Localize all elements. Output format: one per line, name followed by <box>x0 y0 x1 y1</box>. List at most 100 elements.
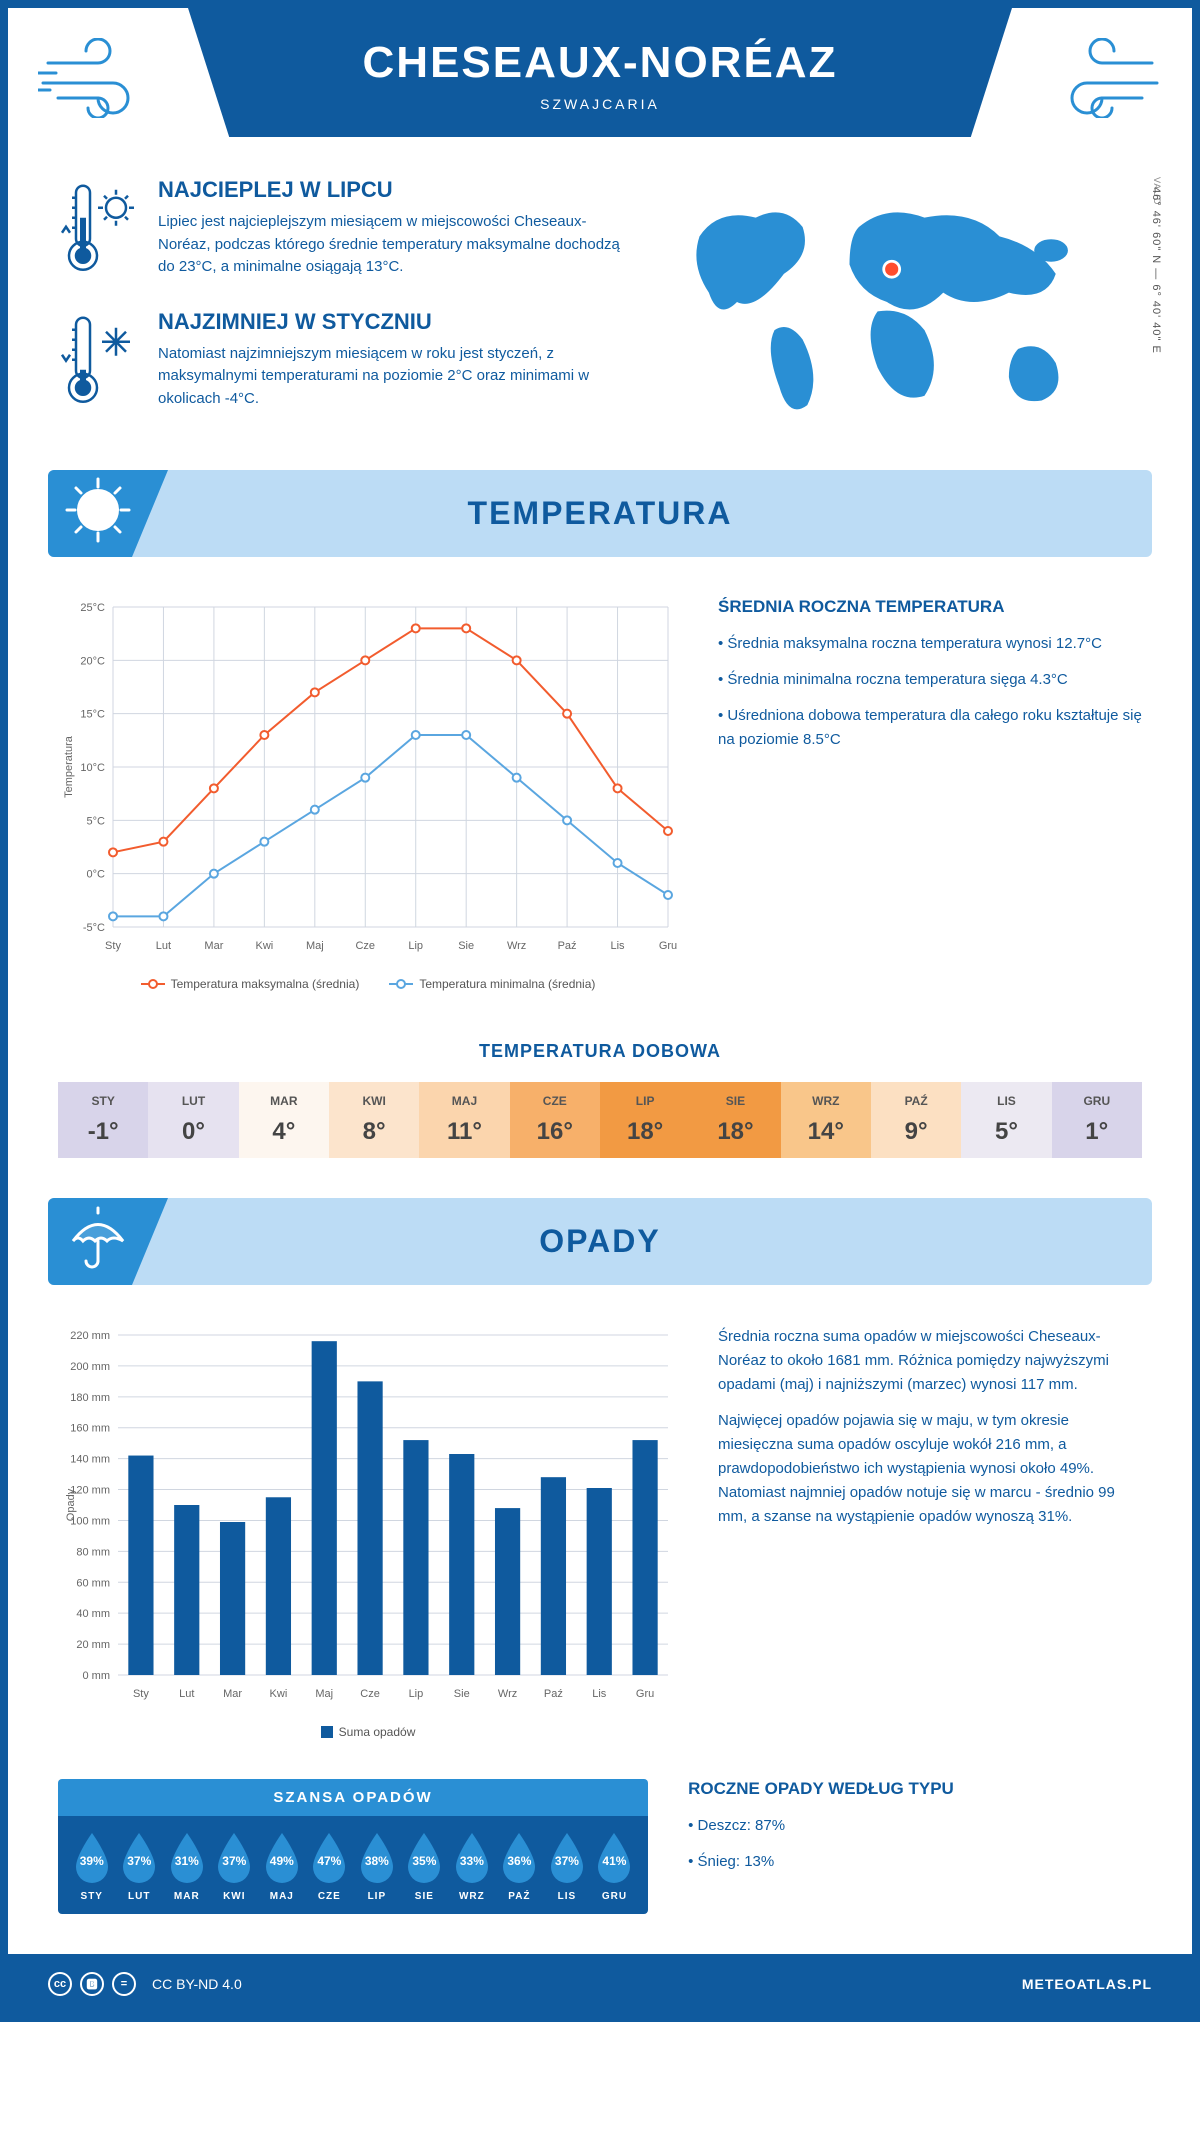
svg-text:Kwi: Kwi <box>270 1688 288 1700</box>
svg-text:Sie: Sie <box>454 1688 470 1700</box>
heat-cell: LIP18° <box>600 1082 690 1158</box>
section-header-precip: OPADY <box>48 1198 1152 1285</box>
legend-item: .legend-line[style*='5aa6e0']::before{bo… <box>389 977 595 991</box>
svg-text:Gru: Gru <box>659 940 677 952</box>
precip-type-summary: ROCZNE OPADY WEDŁUG TYPU • Deszcz: 87% •… <box>688 1779 1142 1914</box>
header: CHESEAUX-NORÉAZ SZWAJCARIA <box>188 8 1012 137</box>
coordinates: 46° 46' 60" N — 6° 40' 40" E <box>1150 187 1162 354</box>
svg-text:180 mm: 180 mm <box>70 1392 110 1404</box>
svg-text:Wrz: Wrz <box>507 940 526 952</box>
chance-cell: 33%WRZ <box>448 1831 496 1902</box>
section-title: TEMPERATURA <box>468 495 733 531</box>
svg-text:Opady: Opady <box>65 1488 77 1521</box>
svg-text:Temperatura: Temperatura <box>63 735 75 798</box>
svg-text:60 mm: 60 mm <box>76 1577 110 1589</box>
svg-text:0°C: 0°C <box>87 869 106 881</box>
svg-text:Sie: Sie <box>458 940 474 952</box>
daily-temp-title: TEMPERATURA DOBOWA <box>8 1041 1192 1062</box>
svg-text:Paź: Paź <box>558 940 577 952</box>
daily-temp-heatmap: STY-1°LUT0°MAR4°KWI8°MAJ11°CZE16°LIP18°S… <box>58 1082 1142 1158</box>
precip-chart: 0 mm20 mm40 mm60 mm80 mm100 mm120 mm140 … <box>58 1325 678 1739</box>
summary-line: • Średnia minimalna roczna temperatura s… <box>718 668 1142 692</box>
chance-cell: 41%GRU <box>591 1831 639 1902</box>
svg-text:Lip: Lip <box>408 940 423 952</box>
chance-cell: 37%KWI <box>211 1831 259 1902</box>
temperature-chart: -5°C0°C5°C10°C15°C20°C25°CStyLutMarKwiMa… <box>58 597 678 991</box>
heat-cell: LUT0° <box>148 1082 238 1158</box>
chance-cell: 38%LIP <box>353 1831 401 1902</box>
svg-text:Sty: Sty <box>105 940 121 952</box>
wind-icon <box>1032 38 1162 118</box>
svg-text:200 mm: 200 mm <box>70 1361 110 1373</box>
svg-text:Maj: Maj <box>315 1688 333 1700</box>
fact-text: Lipiec jest najcieplejszym miesiącem w m… <box>158 211 622 279</box>
license: cc 🅱 = CC BY-ND 4.0 <box>48 1972 242 1996</box>
svg-text:Lis: Lis <box>592 1688 607 1700</box>
wind-icon <box>38 38 168 118</box>
svg-text:160 mm: 160 mm <box>70 1423 110 1435</box>
svg-text:5°C: 5°C <box>87 815 106 827</box>
heat-cell: SIE18° <box>690 1082 780 1158</box>
chance-cell: 36%PAŹ <box>496 1831 544 1902</box>
svg-text:140 mm: 140 mm <box>70 1454 110 1466</box>
intro-section: NAJCIEPLEJ W LIPCU Lipiec jest najcieple… <box>8 137 1192 470</box>
type-line: • Deszcz: 87% <box>688 1814 1142 1838</box>
svg-text:80 mm: 80 mm <box>76 1546 110 1558</box>
svg-text:15°C: 15°C <box>80 709 105 721</box>
section-header-temperature: TEMPERATURA <box>48 470 1152 557</box>
header-wrap: CHESEAUX-NORÉAZ SZWAJCARIA <box>8 8 1192 137</box>
temperature-body: -5°C0°C5°C10°C15°C20°C25°CStyLutMarKwiMa… <box>8 557 1192 1031</box>
page: CHESEAUX-NORÉAZ SZWAJCARIA <box>0 0 1200 2022</box>
fact-title: NAJCIEPLEJ W LIPCU <box>158 177 622 203</box>
facts-column: NAJCIEPLEJ W LIPCU Lipiec jest najcieple… <box>58 177 622 440</box>
chance-title: SZANSA OPADÓW <box>58 1779 648 1816</box>
svg-text:Sty: Sty <box>133 1688 149 1700</box>
type-title: ROCZNE OPADY WEDŁUG TYPU <box>688 1779 1142 1799</box>
sun-icon <box>63 475 133 545</box>
line-chart: -5°C0°C5°C10°C15°C20°C25°CStyLutMarKwiMa… <box>58 597 678 957</box>
svg-text:20°C: 20°C <box>80 655 105 667</box>
chance-cell: 37%LIS <box>543 1831 591 1902</box>
page-title: CHESEAUX-NORÉAZ <box>208 38 992 88</box>
svg-text:10°C: 10°C <box>80 762 105 774</box>
svg-text:0 mm: 0 mm <box>83 1670 111 1682</box>
svg-text:-5°C: -5°C <box>83 922 105 934</box>
svg-text:Lip: Lip <box>409 1688 424 1700</box>
precip-lower: SZANSA OPADÓW 39%STY37%LUT31%MAR37%KWI49… <box>8 1779 1192 1954</box>
svg-text:Maj: Maj <box>306 940 324 952</box>
summary-title: ŚREDNIA ROCZNA TEMPERATURA <box>718 597 1142 617</box>
section-title: OPADY <box>539 1223 660 1259</box>
heat-cell: CZE16° <box>510 1082 600 1158</box>
legend-item: Suma opadów <box>321 1725 416 1739</box>
thermometer-snow-icon <box>58 309 138 411</box>
nd-icon: = <box>112 1972 136 1996</box>
map-column: VAUD 46° 46' 60" N — 6° 40' 40" E <box>662 177 1142 440</box>
svg-text:20 mm: 20 mm <box>76 1639 110 1651</box>
chance-cell: 37%LUT <box>116 1831 164 1902</box>
heat-cell: KWI8° <box>329 1082 419 1158</box>
license-text: CC BY-ND 4.0 <box>152 1976 242 1992</box>
heat-cell: GRU1° <box>1052 1082 1142 1158</box>
chance-cell: 35%SIE <box>401 1831 449 1902</box>
svg-text:Kwi: Kwi <box>255 940 273 952</box>
svg-text:Cze: Cze <box>355 940 375 952</box>
site-name: METEOATLAS.PL <box>1022 1976 1152 1992</box>
heat-cell: WRZ14° <box>781 1082 871 1158</box>
summary-para: Średnia roczna suma opadów w miejscowośc… <box>718 1325 1142 1397</box>
footer: cc 🅱 = CC BY-ND 4.0 METEOATLAS.PL <box>8 1954 1192 2014</box>
temperature-summary: ŚREDNIA ROCZNA TEMPERATURA • Średnia mak… <box>718 597 1142 991</box>
heat-cell: LIS5° <box>961 1082 1051 1158</box>
chance-cell: 47%CZE <box>306 1831 354 1902</box>
chance-row: 39%STY37%LUT31%MAR37%KWI49%MAJ47%CZE38%L… <box>58 1816 648 1914</box>
precip-summary: Średnia roczna suma opadów w miejscowośc… <box>718 1325 1142 1739</box>
svg-text:Mar: Mar <box>204 940 223 952</box>
summary-para: Najwięcej opadów pojawia się w maju, w t… <box>718 1409 1142 1529</box>
precip-legend: Suma opadów <box>58 1725 678 1739</box>
svg-text:Lis: Lis <box>611 940 626 952</box>
svg-text:Mar: Mar <box>223 1688 242 1700</box>
svg-text:220 mm: 220 mm <box>70 1330 110 1342</box>
chance-cell: 31%MAR <box>163 1831 211 1902</box>
heat-cell: MAJ11° <box>419 1082 509 1158</box>
type-line: • Śnieg: 13% <box>688 1850 1142 1874</box>
precip-chance-panel: SZANSA OPADÓW 39%STY37%LUT31%MAR37%KWI49… <box>58 1779 648 1914</box>
